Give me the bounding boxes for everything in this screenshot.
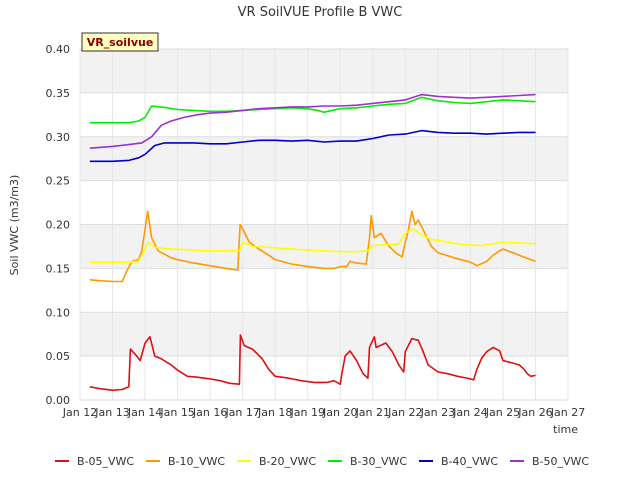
- legend: B-05_VWC B-10_VWC B-20_VWC B-30_VWC B-40_VWC…: [55, 455, 589, 468]
- series-line-b-40-vwc: [89, 129, 536, 163]
- x-axis-label: time: [553, 423, 578, 436]
- plot-band: [80, 356, 568, 400]
- x-tick-label: Jan 22: [387, 406, 422, 419]
- x-tick-label: Jan 16: [192, 406, 227, 419]
- y-tick-label: 0.10: [46, 306, 71, 319]
- x-tick-label: Jan 23: [420, 406, 455, 419]
- plot-band: [80, 92, 568, 137]
- x-tick-label: Jan 18: [257, 406, 292, 419]
- y-axis-label: Soil VWC (m3/m3): [8, 175, 21, 276]
- chart-title: VR SoilVUE Profile B VWC: [238, 5, 403, 20]
- x-tick-label: Jan 12: [62, 406, 97, 419]
- legend-label-b-50-vwc: B-50_VWC: [532, 455, 589, 468]
- legend-label-b-20-vwc: B-20_VWC: [259, 455, 316, 468]
- x-tick-label: Jan 13: [94, 406, 129, 419]
- x-tick-label: Jan 24: [452, 406, 487, 419]
- legend-label-b-05-vwc: B-05_VWC: [77, 455, 134, 468]
- x-tick-label: Jan 15: [159, 406, 194, 419]
- plot-band: [80, 180, 568, 225]
- y-tick-label: 0.00: [46, 394, 71, 407]
- data-series: [89, 93, 536, 392]
- legend-label-b-10-vwc: B-10_VWC: [168, 455, 225, 468]
- plot-band: [80, 268, 568, 313]
- x-tick-label: Jan 26: [517, 406, 552, 419]
- y-tick-label: 0.20: [46, 219, 71, 232]
- y-tick-labels: 0.00 0.05 0.10 0.15 0.20 0.25 0.30 0.35 0.40: [46, 43, 71, 407]
- series-line-b-30-vwc: [89, 96, 536, 124]
- y-tick-label: 0.35: [46, 87, 71, 100]
- plot-band: [80, 49, 568, 93]
- plot-bands: [80, 49, 568, 400]
- x-tick-label: Jan 27: [550, 406, 585, 419]
- series-line-b-10-vwc: [89, 210, 536, 283]
- series-line-b-05-vwc: [89, 334, 536, 392]
- x-tick-label: Jan 20: [322, 406, 357, 419]
- y-tick-label: 0.05: [46, 350, 71, 363]
- legend-label-b-30-vwc: B-30_VWC: [350, 455, 407, 468]
- plot-band: [80, 312, 568, 357]
- y-tick-label: 0.15: [46, 262, 71, 275]
- x-tick-label: Jan 17: [224, 406, 259, 419]
- x-tick-label: Jan 25: [485, 406, 520, 419]
- y-tick-label: 0.25: [46, 175, 71, 188]
- plot-band: [80, 136, 568, 181]
- tag-badge: VR_soilvue: [81, 32, 159, 52]
- legend-label-b-40-vwc: B-40_VWC: [441, 455, 498, 468]
- x-tick-label: Jan 14: [127, 406, 162, 419]
- x-tick-label: Jan 21: [355, 406, 390, 419]
- series-line-b-20-vwc: [89, 228, 536, 263]
- series-line-b-50-vwc: [89, 93, 536, 149]
- y-tick-label: 0.30: [46, 131, 71, 144]
- tag-label: VR_soilvue: [87, 36, 154, 49]
- x-tick-label: Jan 19: [290, 406, 325, 419]
- y-tick-label: 0.40: [46, 43, 71, 56]
- tag-box: [81, 32, 159, 52]
